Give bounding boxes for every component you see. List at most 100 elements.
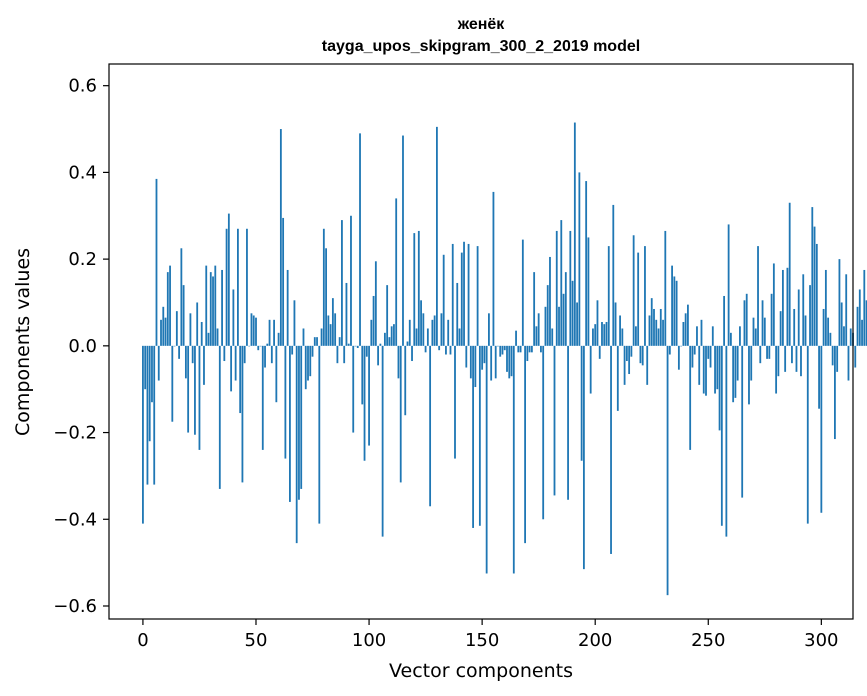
bar xyxy=(537,313,540,346)
bar xyxy=(619,315,621,346)
bar xyxy=(614,302,617,346)
bar xyxy=(318,345,321,524)
bar xyxy=(241,345,244,483)
bar xyxy=(458,328,461,346)
bar xyxy=(506,345,508,372)
bar xyxy=(558,306,560,346)
bar xyxy=(304,345,307,390)
bar xyxy=(345,282,348,346)
bar xyxy=(800,345,802,377)
bar xyxy=(659,308,662,346)
bar xyxy=(232,289,235,346)
bar xyxy=(786,267,789,346)
bar xyxy=(847,345,850,381)
bar xyxy=(655,319,658,346)
bar xyxy=(377,345,380,366)
bar xyxy=(277,332,280,346)
bar xyxy=(300,345,303,489)
bar xyxy=(196,302,199,346)
bar xyxy=(748,345,750,405)
bar xyxy=(736,345,739,381)
x-tick-label: 0 xyxy=(137,630,148,651)
bar xyxy=(772,263,775,346)
bar xyxy=(700,319,703,346)
x-tick-label: 150 xyxy=(465,630,499,651)
bar xyxy=(524,345,526,544)
bar xyxy=(761,300,764,346)
bar xyxy=(512,345,515,574)
bar xyxy=(336,345,339,364)
bar xyxy=(372,295,375,346)
bar xyxy=(175,311,178,346)
bar xyxy=(546,285,549,346)
bar xyxy=(225,228,228,346)
bar xyxy=(863,269,866,346)
bar xyxy=(456,282,459,346)
bar xyxy=(212,276,214,346)
bar xyxy=(587,237,590,346)
bar xyxy=(592,328,594,346)
bar xyxy=(650,298,653,346)
bar xyxy=(191,345,194,364)
bar xyxy=(732,345,735,403)
bar xyxy=(465,345,468,368)
bar xyxy=(845,274,848,346)
bar xyxy=(239,345,242,414)
bar xyxy=(754,328,757,346)
bar xyxy=(598,345,601,359)
bar xyxy=(184,345,187,379)
bar xyxy=(632,235,635,346)
bar xyxy=(854,345,857,368)
bar xyxy=(861,319,863,346)
y-tick-label: −0.2 xyxy=(53,423,97,444)
y-tick-label: 0.6 xyxy=(68,76,97,97)
bar xyxy=(784,345,787,372)
bar xyxy=(169,265,171,346)
bar xyxy=(424,345,427,353)
bar xyxy=(268,319,271,346)
plot-frame xyxy=(108,63,854,620)
bar xyxy=(467,243,470,346)
bar xyxy=(173,345,176,347)
bar xyxy=(625,345,628,362)
bar xyxy=(675,280,678,346)
bar xyxy=(397,345,400,379)
bar xyxy=(431,319,434,346)
bar xyxy=(273,319,275,346)
bar xyxy=(648,315,651,346)
bar xyxy=(795,345,798,372)
bar xyxy=(422,313,425,346)
bar xyxy=(510,345,513,377)
bar xyxy=(668,345,671,355)
bar xyxy=(711,326,714,346)
bar xyxy=(221,269,223,346)
bar xyxy=(404,345,407,416)
bar xyxy=(284,345,287,459)
bar xyxy=(189,313,192,346)
bar xyxy=(589,345,592,394)
x-tick-label: 100 xyxy=(352,630,386,651)
bar xyxy=(463,241,465,346)
bar xyxy=(680,345,683,347)
bar xyxy=(408,319,411,346)
bar xyxy=(714,345,716,394)
bar xyxy=(702,345,705,394)
bar xyxy=(542,345,545,520)
bar xyxy=(843,326,845,346)
bar xyxy=(492,191,495,346)
bar xyxy=(682,321,685,346)
bar xyxy=(307,345,309,381)
x-tick-label: 300 xyxy=(804,630,838,651)
bar xyxy=(763,317,766,346)
bar xyxy=(279,129,282,346)
bar xyxy=(781,269,784,346)
bar xyxy=(162,306,165,346)
bar xyxy=(824,269,827,346)
bar xyxy=(653,308,655,346)
bar xyxy=(182,285,185,346)
bar xyxy=(818,345,820,409)
bar xyxy=(752,317,755,346)
bar xyxy=(282,217,285,346)
bar xyxy=(745,293,748,346)
bar xyxy=(426,328,429,346)
